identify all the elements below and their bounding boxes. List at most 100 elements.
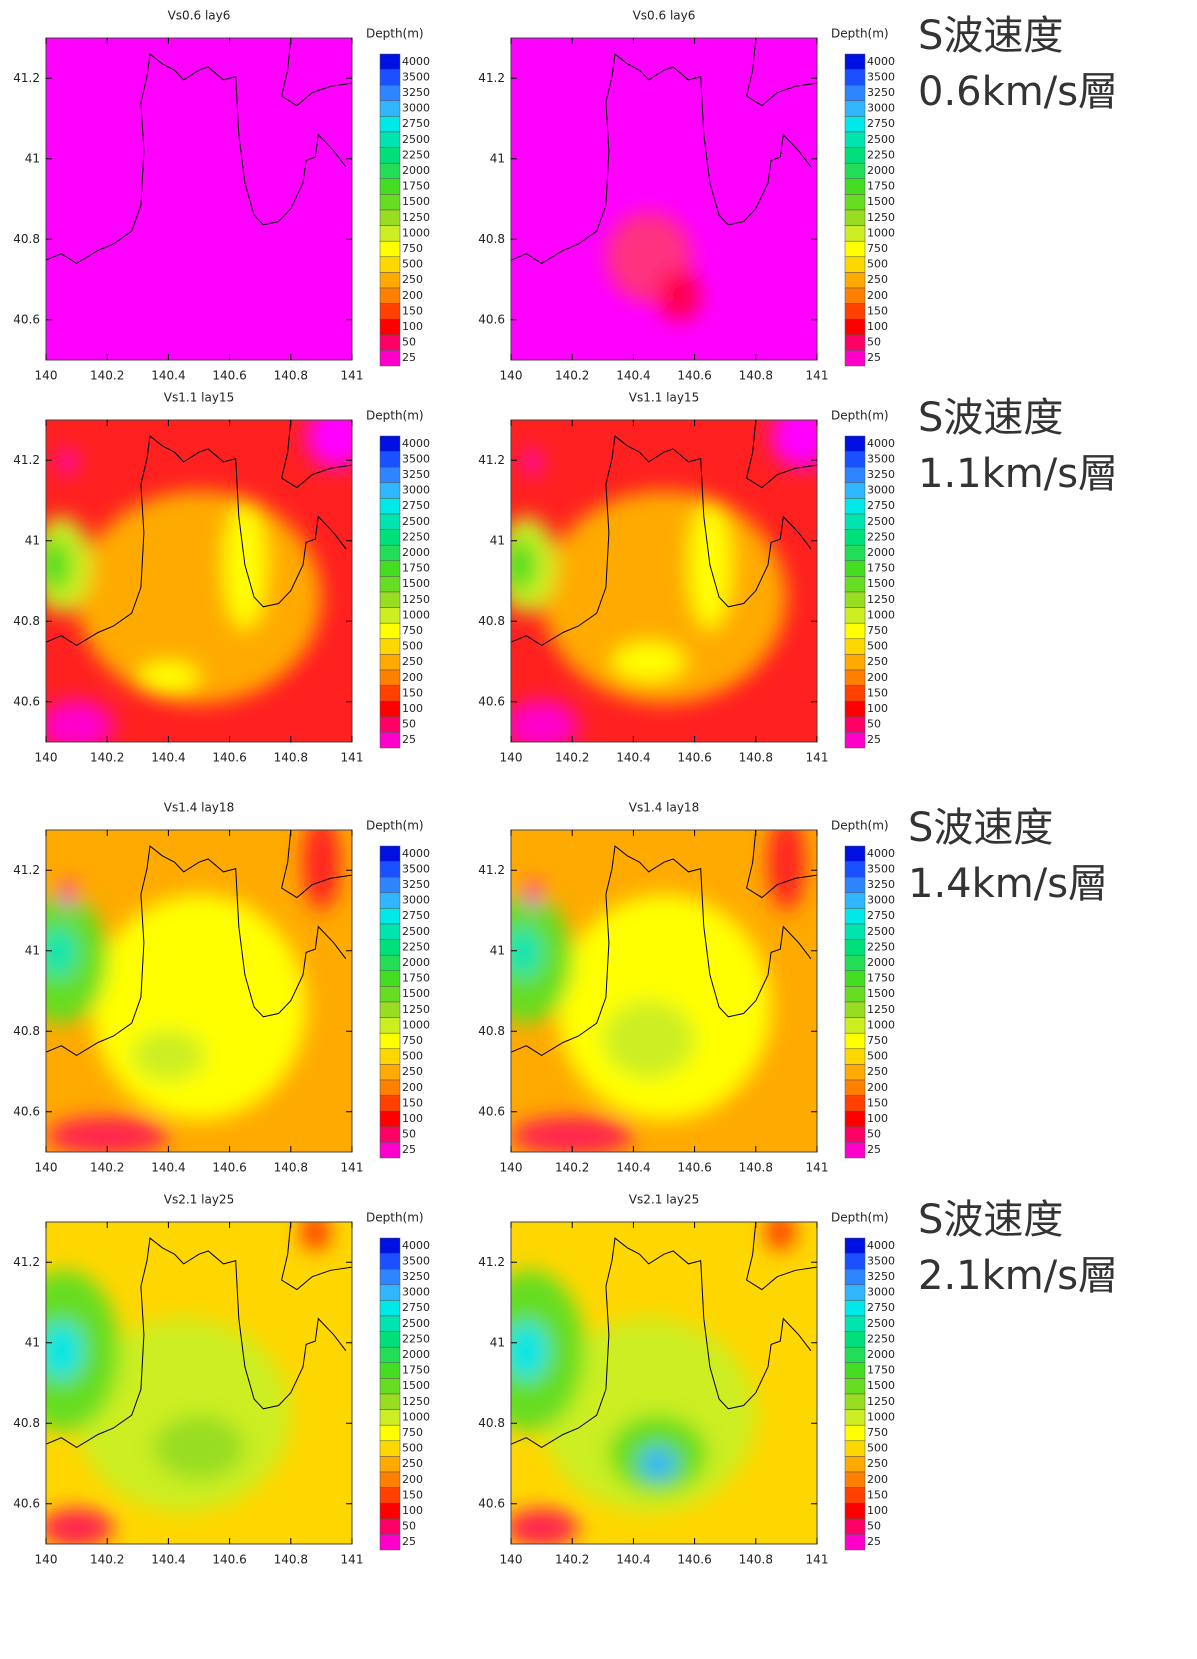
colorbar-swatch: [380, 70, 400, 86]
contour-blob: [306, 404, 367, 468]
colorbar-label: 1250: [402, 1395, 430, 1408]
colorbar-label: 1000: [867, 1410, 895, 1423]
colorbar-label: 100: [402, 320, 423, 333]
colorbar-label: 3000: [867, 102, 895, 115]
colorbar-swatch: [845, 623, 865, 639]
colorbar-label: 500: [867, 640, 888, 653]
contour-blob: [523, 449, 541, 475]
colorbar-swatch: [380, 1503, 400, 1519]
row-label: 2.1km/s層: [918, 1253, 1118, 1299]
contour-field: [474, 1212, 817, 1547]
x-tick-label: 140.8: [739, 751, 773, 765]
colorbar-swatch: [380, 101, 400, 117]
colorbar-label: 200: [867, 289, 888, 302]
y-tick-label: 40.8: [478, 232, 505, 246]
colorbar-label: 200: [867, 1473, 888, 1486]
y-tick-label: 40.6: [478, 1104, 505, 1118]
colorbar-label: 1250: [867, 1395, 895, 1408]
colorbar-label: 1250: [402, 211, 430, 224]
x-tick-label: 141: [341, 369, 364, 383]
colorbar-swatch: [380, 545, 400, 561]
colorbar-swatch: [845, 893, 865, 909]
colorbar-label: 3500: [867, 70, 895, 83]
colorbar-label: 750: [867, 1034, 888, 1047]
colorbar-label: 2500: [867, 925, 895, 938]
colorbar-swatch: [845, 576, 865, 592]
row-label: 1.4km/s層: [908, 861, 1108, 907]
colorbar-label: 50: [867, 336, 881, 349]
colorbar-swatch: [380, 862, 400, 878]
y-tick-label: 40.8: [478, 1416, 505, 1430]
colorbar-label: 25: [402, 351, 416, 364]
colorbar-label: 3250: [402, 86, 430, 99]
colorbar-label: 4000: [402, 1239, 430, 1252]
panel-title: Vs1.4 lay18: [164, 801, 234, 815]
panel-title: Vs0.6 lay6: [168, 9, 231, 23]
contour-blob: [40, 1509, 113, 1548]
colorbar-swatch: [380, 986, 400, 1002]
colorbar-label: 250: [402, 1065, 423, 1078]
colorbar-label: 3500: [402, 862, 430, 875]
colorbar-label: 1500: [402, 195, 430, 208]
colorbar-swatch: [845, 1394, 865, 1410]
colorbar-swatch: [380, 241, 400, 257]
colorbar-label: 2750: [402, 909, 430, 922]
colorbar-swatch: [380, 1049, 400, 1065]
colorbar-swatch: [380, 623, 400, 639]
colorbar-swatch: [380, 1285, 400, 1301]
colorbar-swatch: [845, 148, 865, 164]
colorbar-swatch: [845, 304, 865, 320]
colorbar-label: 3500: [402, 452, 430, 465]
colorbar-label: 1000: [867, 608, 895, 621]
colorbar-label: 2000: [867, 956, 895, 969]
row-label: 1.1km/s層: [918, 451, 1118, 497]
colorbar-label: 750: [402, 242, 423, 255]
contour-field: [31, 404, 368, 752]
x-tick-label: 141: [341, 1161, 364, 1175]
y-tick-label: 40.6: [13, 1104, 40, 1118]
colorbar-label: 1000: [402, 608, 430, 621]
y-tick-label: 41.2: [13, 1255, 40, 1269]
colorbar-label: 2250: [402, 530, 430, 543]
colorbar-label: 2000: [402, 546, 430, 559]
colorbar-label: 2750: [867, 499, 895, 512]
colorbar-swatch: [845, 210, 865, 226]
x-tick-label: 140.4: [616, 369, 650, 383]
panel: Vs1.4 lay18140140.2140.4140.6140.814140.…: [478, 801, 895, 1175]
x-tick-label: 141: [806, 1553, 829, 1567]
row-label: S波速度: [908, 805, 1053, 851]
colorbar-swatch: [845, 1142, 865, 1158]
y-tick-label: 40.6: [13, 312, 40, 326]
x-tick-label: 140: [35, 1553, 58, 1567]
colorbar-swatch: [845, 179, 865, 195]
colorbar-swatch: [845, 732, 865, 748]
contour-field: [9, 1212, 352, 1547]
colorbar-label: 150: [867, 1488, 888, 1501]
colorbar-label: 3250: [402, 1270, 430, 1283]
colorbar-label: 2000: [867, 1348, 895, 1361]
colorbar-swatch: [845, 1332, 865, 1348]
x-tick-label: 141: [341, 1553, 364, 1567]
colorbar-label: 100: [402, 1504, 423, 1517]
colorbar-swatch: [380, 654, 400, 670]
panel: Vs1.1 lay15140140.2140.4140.6140.814140.…: [13, 391, 430, 765]
colorbar-label: 50: [402, 1128, 416, 1141]
colorbar-swatch: [380, 530, 400, 546]
colorbar-title: Depth(m): [831, 409, 889, 423]
colorbar-swatch: [380, 670, 400, 686]
colorbar-label: 250: [867, 655, 888, 668]
colorbar-label: 2000: [402, 956, 430, 969]
colorbar-swatch: [845, 483, 865, 499]
colorbar-swatch: [845, 1300, 865, 1316]
field-background: [46, 38, 352, 360]
colorbar-swatch: [845, 1316, 865, 1332]
y-tick-label: 41.2: [13, 863, 40, 877]
y-tick-label: 40.6: [478, 312, 505, 326]
y-tick-label: 41.2: [478, 71, 505, 85]
contour-blob: [768, 814, 805, 911]
colorbar-swatch: [845, 955, 865, 971]
colorbar-label: 100: [867, 702, 888, 715]
colorbar-title: Depth(m): [831, 27, 889, 41]
colorbar-swatch: [380, 1456, 400, 1472]
